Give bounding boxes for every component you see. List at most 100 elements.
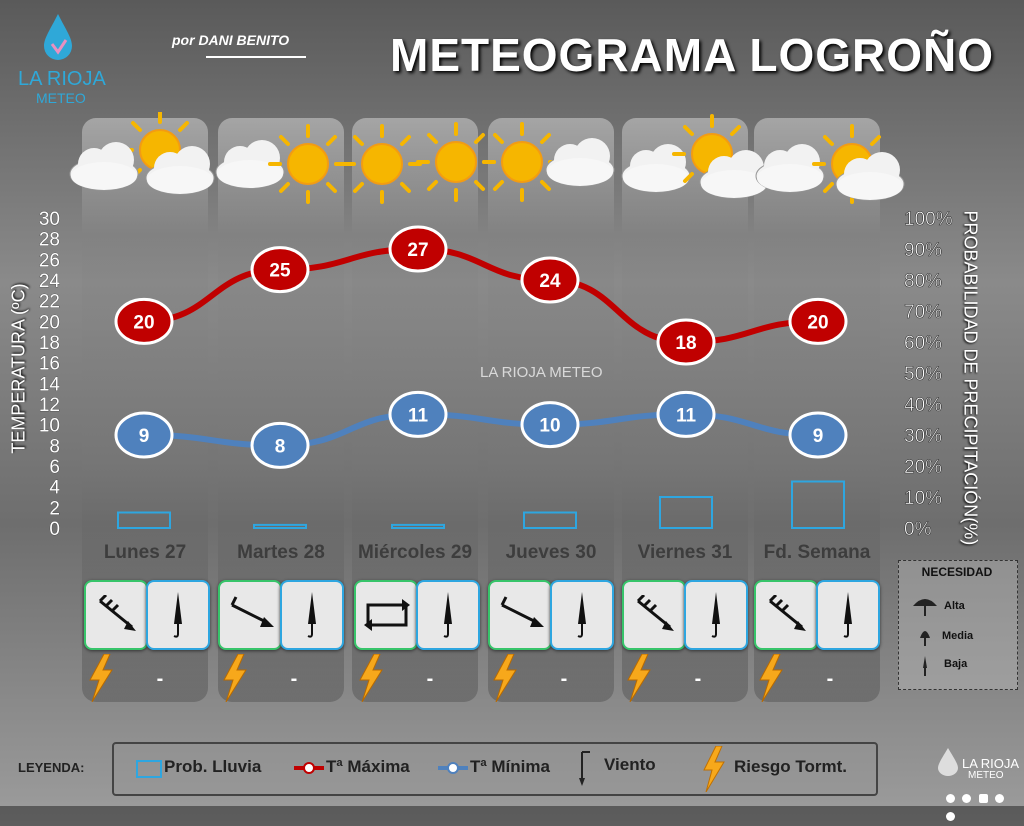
y2-tick-label: 100% [904, 209, 953, 230]
y-tick-label: 24 [39, 271, 61, 292]
y2-tick-label: 50% [904, 364, 942, 385]
tmin-label: 10 [539, 416, 560, 437]
storm-risk-value: - [826, 668, 834, 690]
tmin-point [388, 390, 448, 438]
umbrella-box [684, 580, 748, 650]
logo-sub: METEO [36, 90, 86, 106]
y-tick-label: 4 [49, 478, 60, 499]
y2-tick-label: 30% [904, 426, 942, 447]
telegram-icon[interactable] [995, 794, 1005, 803]
day-label: Lunes 27 [103, 542, 187, 563]
wind-arrow-icon [579, 751, 590, 786]
y-tick-label: 22 [39, 292, 60, 313]
umbrella-closed-icon [168, 590, 188, 645]
wind-box [754, 580, 818, 650]
y-axis-title: TEMPERATURA (ºC) [8, 283, 29, 454]
wind-nw-strong-icon [92, 593, 142, 640]
lightning-icon [624, 653, 652, 707]
footer-brand: LA RIOJA [962, 756, 1020, 771]
instagram-icon[interactable] [978, 794, 988, 803]
tmin-point [250, 421, 310, 469]
precip-bar [117, 511, 171, 529]
y-tick-label: 26 [39, 250, 60, 271]
wind-box [84, 580, 148, 650]
day-label: Miércoles 29 [357, 542, 473, 563]
meteogram-chart: 302826242220181614121086420100%90%80%70%… [39, 209, 953, 540]
legend-storm: Riesgo Tormt. [734, 757, 848, 776]
y2-tick-label: 60% [904, 333, 942, 354]
tmin-point [114, 411, 174, 459]
y2-tick-label: 80% [904, 271, 942, 292]
tmax-point [520, 256, 580, 304]
legend-wind: Viento [604, 755, 656, 774]
y-tick-label: 18 [39, 333, 60, 354]
umbrella-closed-icon [706, 590, 726, 645]
necesidad-panel [898, 560, 1018, 690]
umbrella-box [146, 580, 210, 650]
tmin-label: 11 [408, 405, 429, 426]
storm-risk-value: - [290, 668, 298, 690]
y-tick-label: 20 [39, 312, 60, 333]
tmax-point [788, 297, 848, 345]
logo [40, 12, 76, 62]
tmax-label: 18 [675, 333, 696, 354]
umbrella-closed-icon [302, 590, 322, 645]
lightning-icon [703, 746, 725, 792]
wind-box [354, 580, 418, 650]
y-tick-label: 6 [49, 457, 60, 478]
x-icon[interactable] [962, 794, 972, 803]
tmax-line [141, 245, 821, 346]
watermark: LA RIOJA METEO [480, 364, 603, 381]
umbrella-closed-icon [838, 590, 858, 645]
y-tick-label: 14 [39, 374, 61, 395]
y2-tick-label: 20% [904, 457, 942, 478]
wind-nw-icon [226, 595, 276, 640]
tmax-point [656, 318, 716, 366]
wind-nw-strong-icon [630, 593, 680, 640]
y-tick-label: 28 [39, 230, 60, 251]
y-tick-label: 2 [49, 498, 60, 519]
umbrella-box [280, 580, 344, 650]
tmin-label: 8 [275, 436, 286, 457]
umbrella-open-icon [913, 599, 937, 616]
storm-risk-value: - [156, 668, 164, 690]
tmin-point [788, 411, 848, 459]
precip-bar [253, 523, 307, 530]
page-title: METEOGRAMA LOGROÑO [390, 29, 995, 81]
y-tick-label: 30 [39, 209, 60, 230]
footer-brand-sub: METEO [968, 770, 1004, 781]
umbrella-half-icon [920, 631, 930, 646]
tmin-point [656, 390, 716, 438]
wind-box [488, 580, 552, 650]
y2-tick-label: 90% [904, 240, 942, 261]
precip-bar [523, 511, 577, 529]
logo-name: LA RIOJA [18, 68, 106, 90]
legend-rain-swatch [136, 760, 162, 778]
legend-tmax: Tª Máxima [326, 757, 410, 776]
legend-label: LEYENDA: [18, 760, 85, 775]
storm-risk-value: - [426, 668, 434, 690]
y-tick-label: 16 [39, 354, 60, 375]
necesidad-media: Media [942, 630, 974, 642]
wind-nw-icon [496, 595, 546, 640]
tmax-point [250, 246, 310, 294]
facebook-icon[interactable] [946, 794, 955, 803]
precip-bar [391, 523, 445, 530]
storm-risk-value: - [560, 668, 568, 690]
wind-box [218, 580, 282, 650]
precip-bar [791, 480, 845, 529]
day-label: Jueves 30 [505, 542, 597, 563]
lightning-icon [756, 653, 784, 707]
tmin-label: 9 [813, 426, 824, 447]
legend-tmax-swatch [294, 762, 324, 774]
tmin-line [141, 411, 821, 449]
umbrella-closed-icon [572, 590, 592, 645]
y2-axis-title: PROBABILIDAD DE PRECIPITACIÓN(%) [960, 210, 981, 546]
social-icons [946, 790, 1016, 821]
tmin-label: 11 [676, 405, 697, 426]
umbrella-closed-icon [923, 656, 927, 676]
tmax-label: 27 [407, 240, 428, 261]
day-label: Martes 28 [237, 542, 325, 563]
umbrella-closed-icon [438, 590, 458, 645]
whatsapp-icon[interactable] [946, 812, 955, 821]
